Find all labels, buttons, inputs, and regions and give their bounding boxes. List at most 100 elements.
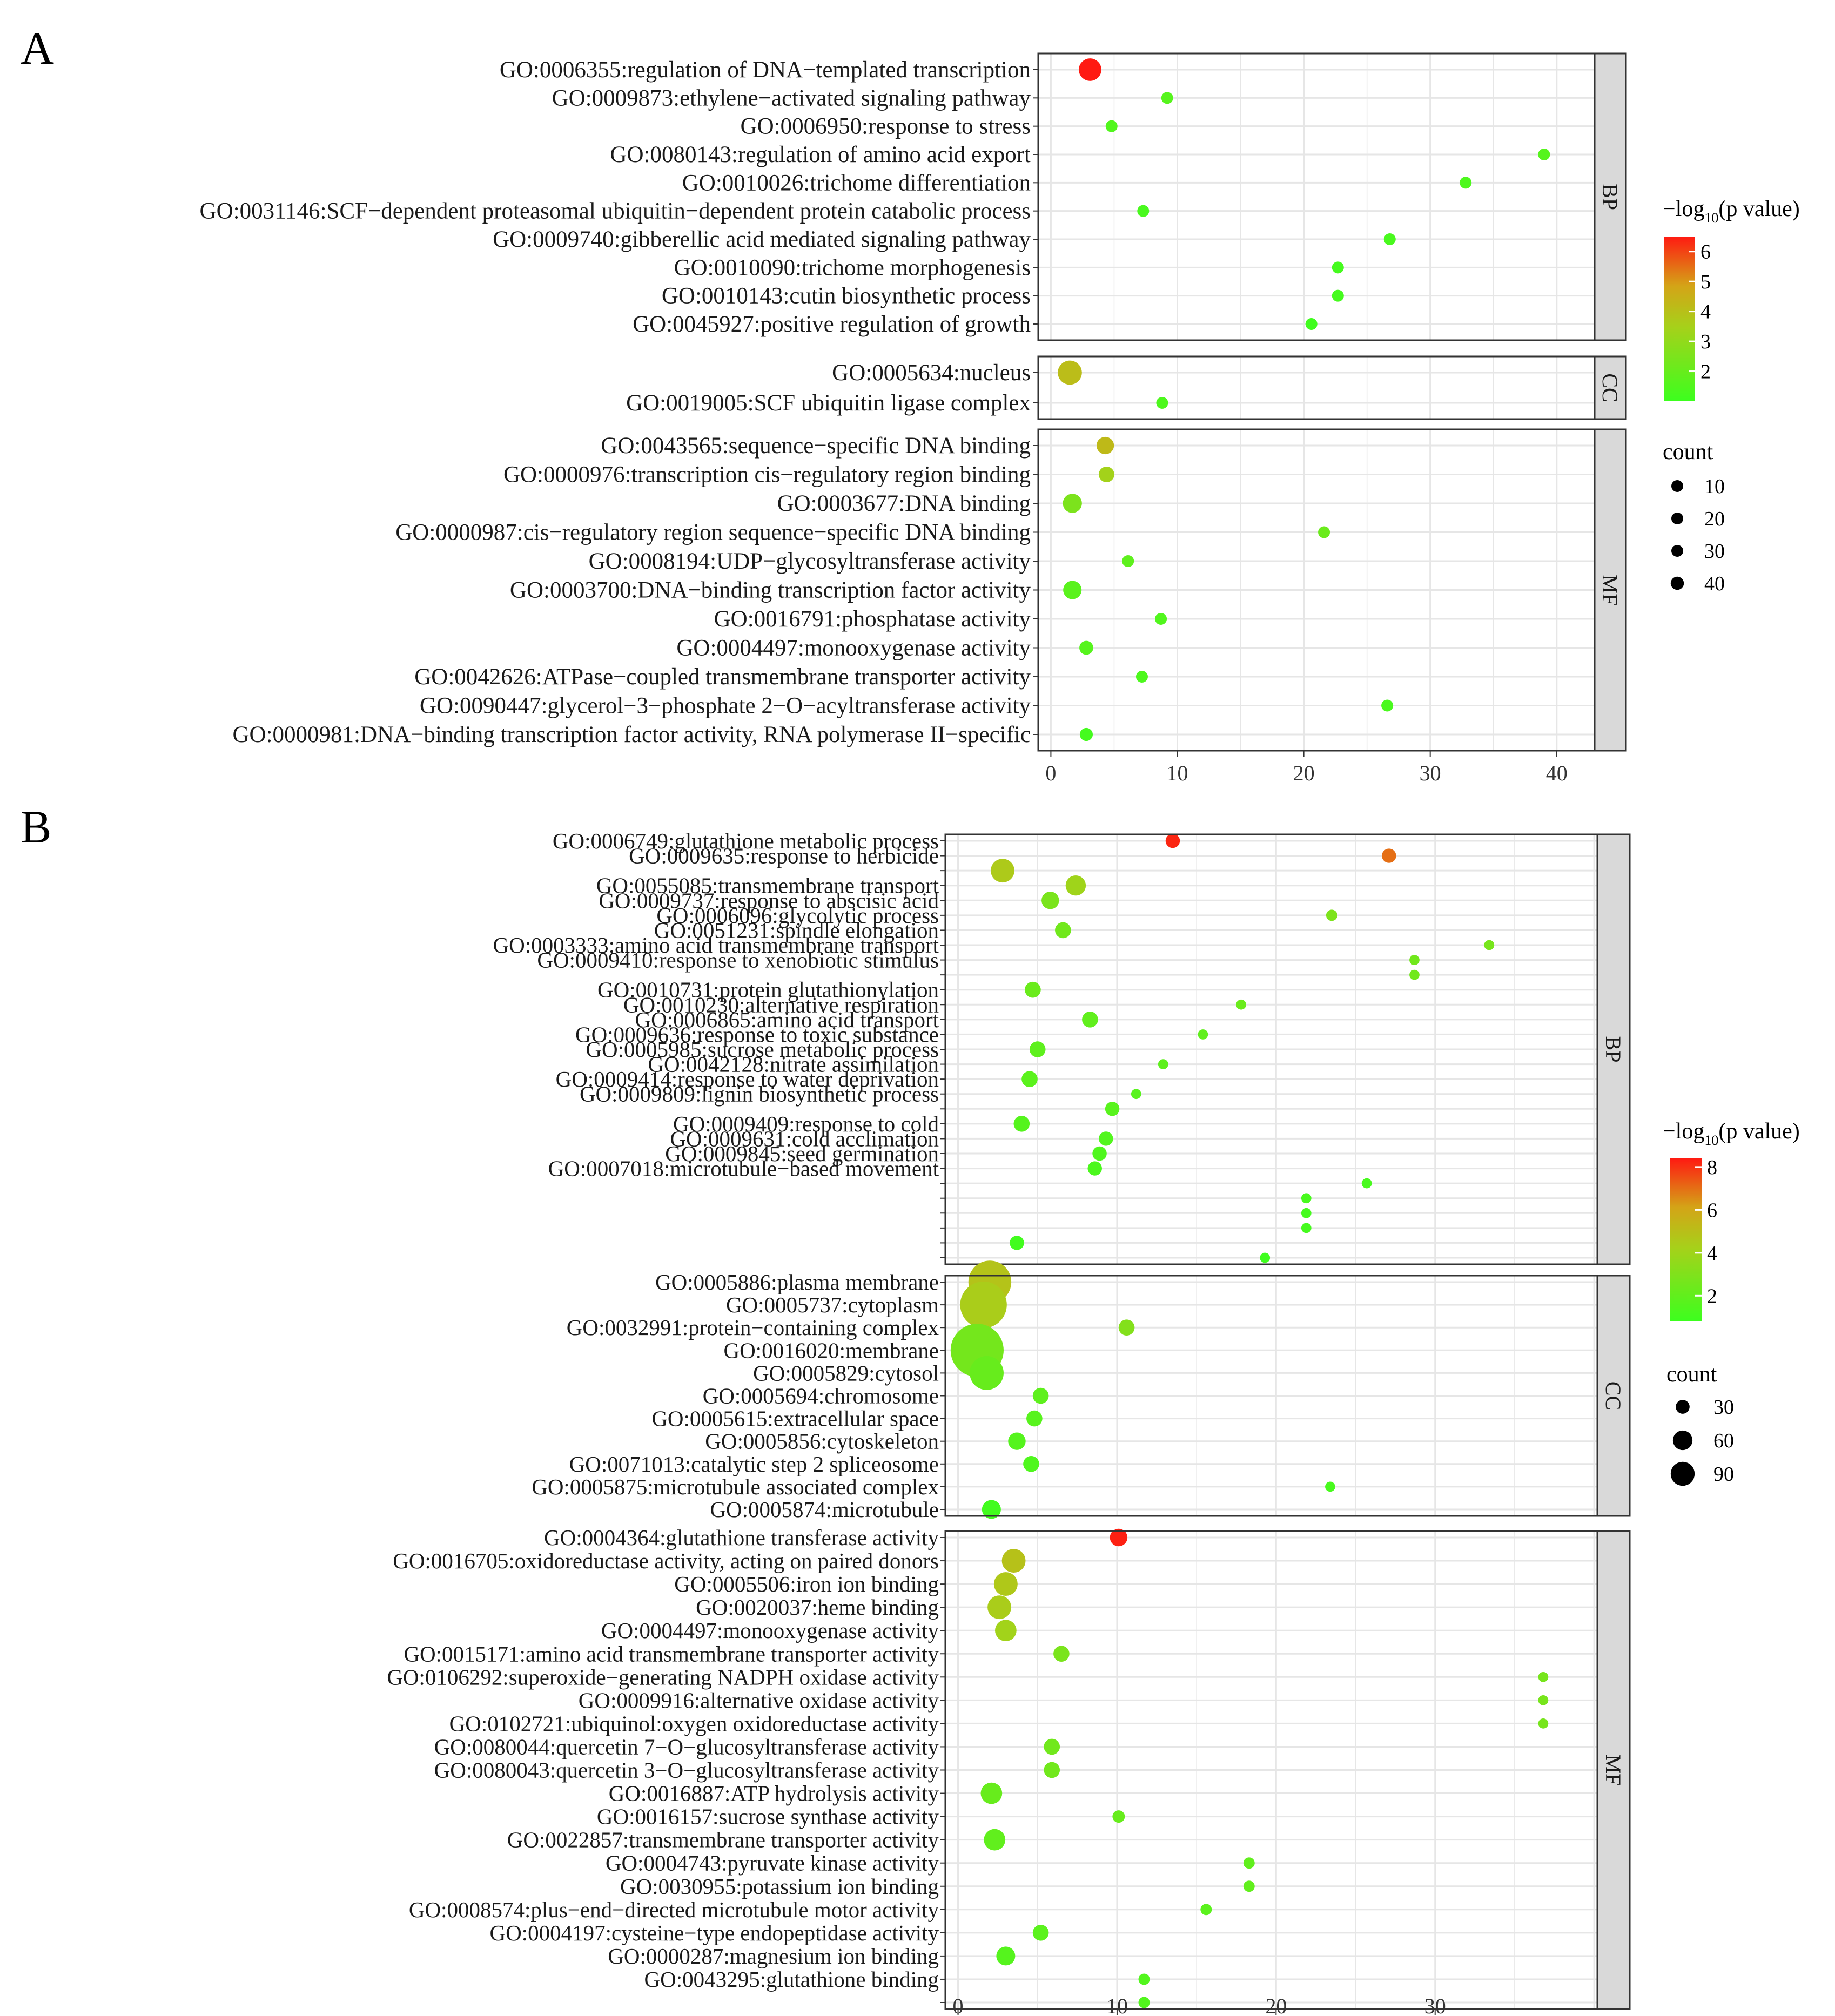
legend-b: −log10(p value) 8 6 4 2 count 30 60 90 — [1663, 1119, 1800, 1486]
data-point — [993, 1572, 1018, 1596]
data-point — [1318, 526, 1330, 538]
data-point — [1092, 1146, 1107, 1161]
data-point — [1026, 1410, 1043, 1427]
colorbar-tick-label: 5 — [1700, 271, 1711, 293]
size-legend-label: 60 — [1713, 1430, 1734, 1452]
data-point — [1156, 397, 1168, 409]
go-term-label: GO:0016157:sucrose synthase activity — [597, 1804, 939, 1829]
go-term-label: GO:0005694:chromosome — [703, 1384, 939, 1408]
data-point — [1063, 494, 1082, 513]
go-term-label: GO:0009809:lignin biosynthetic process — [580, 1082, 939, 1107]
facet-bp: GO:0006355:regulation of DNA−templated t… — [200, 52, 1627, 341]
x-tick-label: 10 — [1106, 1994, 1128, 2016]
go-term-label: GO:0045927:positive regulation of growth — [633, 312, 1031, 337]
go-term-label: GO:0005506:iron ion binding — [674, 1572, 939, 1596]
go-term-label: GO:0000976:transcription cis−regulatory … — [503, 462, 1031, 488]
colorbar-tick-label: 4 — [1707, 1242, 1717, 1265]
data-point — [1044, 1738, 1060, 1755]
data-point — [1001, 1549, 1026, 1573]
data-point — [1065, 875, 1086, 896]
data-point — [1041, 892, 1059, 909]
x-tick-label: 10 — [1167, 761, 1188, 785]
go-term-label: GO:0003700:DNA−binding transcription fac… — [510, 578, 1031, 603]
go-term-label: GO:0102721:ubiquinol:oxygen oxidoreducta… — [449, 1711, 939, 1736]
data-point — [1131, 1089, 1141, 1100]
data-point — [1079, 640, 1093, 655]
data-point — [1165, 833, 1180, 848]
go-term-label: GO:0009740:gibberellic acid mediated sig… — [493, 227, 1031, 252]
go-term-label: GO:0010731:protein glutathionylation — [597, 977, 939, 1002]
size-legend-dot — [1676, 1400, 1690, 1414]
data-point — [1301, 1208, 1312, 1218]
go-term-label: GO:0006950:response to stress — [741, 114, 1031, 139]
facet-mf: GO:0004364:glutathione transferase activ… — [387, 1525, 1631, 2010]
data-point — [980, 1782, 1003, 1804]
go-term-label: GO:0016791:phosphatase activity — [714, 606, 1031, 632]
go-term-label: GO:0004364:glutathione transferase activ… — [544, 1525, 939, 1550]
go-term-label: GO:0003333:amino acid transmembrane tran… — [493, 933, 939, 958]
go-term-label: GO:0007018:microtubule−based movement — [548, 1156, 939, 1181]
go-term-label: GO:0010230:alternative respiration — [623, 992, 939, 1017]
go-term-label: GO:0005634:nucleus — [832, 360, 1031, 386]
go-term-label: GO:0005856:cytoskeleton — [705, 1429, 939, 1454]
go-term-label: GO:0009635:response to herbicide — [629, 844, 939, 868]
data-point — [1382, 848, 1396, 863]
data-point — [1118, 1319, 1135, 1336]
facet-cc: GO:0005886:plasma membraneGO:0005737:cyt… — [532, 1260, 1631, 1522]
go-term-label: GO:0009845:seed germination — [665, 1141, 939, 1166]
go-term-label: GO:0055085:transmembrane transport — [596, 873, 939, 898]
data-point — [1236, 999, 1246, 1010]
data-point — [1105, 120, 1118, 132]
size-legend-dot — [1671, 545, 1683, 557]
go-term-label: GO:0005875:microtubule associated comple… — [532, 1474, 939, 1499]
panel-a-plot: GO:0006355:regulation of DNA−templated t… — [200, 52, 1627, 785]
data-point — [970, 1356, 1004, 1390]
legend-b-colorbar — [1670, 1158, 1702, 1321]
go-term-label: GO:0016020:membrane — [723, 1338, 939, 1363]
data-point — [1029, 1041, 1046, 1057]
x-axis: 0 10 20 30 40 — [1045, 751, 1568, 785]
data-point — [1158, 1059, 1168, 1069]
data-point — [1409, 969, 1420, 980]
data-point — [1098, 467, 1114, 482]
legend-a: −log10(p value) 6 5 4 3 2 count 10 20 30 40 — [1663, 197, 1800, 595]
data-point — [1112, 1810, 1125, 1823]
data-point — [1025, 981, 1041, 998]
size-legend-dot — [1672, 1430, 1693, 1451]
go-term-label: GO:0004743:pyruvate kinase activity — [606, 1851, 939, 1876]
go-term-label: GO:0006749:glutathione metabolic process — [553, 828, 939, 853]
data-point — [1484, 940, 1495, 950]
facet-strip — [1596, 1275, 1631, 1517]
facet-strip — [1594, 428, 1627, 752]
go-term-label: GO:0009631:cold acclimation — [670, 1126, 939, 1151]
go-term-label: GO:0006096:glycolytic process — [656, 903, 939, 928]
facet-mf: GO:0043565:sequence−specific DNA binding… — [232, 428, 1627, 752]
go-term-label: GO:0030955:potassium ion binding — [620, 1874, 939, 1899]
go-term-label: GO:0043295:glutathione binding — [644, 1967, 939, 1992]
go-term-label: GO:0009737:response to abscisic acid — [599, 888, 939, 913]
go-term-label: GO:0006865:amino acid transport — [635, 1007, 939, 1032]
go-term-label: GO:0010143:cutin biosynthetic process — [662, 284, 1031, 309]
facet-strip — [1594, 52, 1627, 341]
data-point — [1361, 1178, 1372, 1189]
go-term-label: GO:0016705:oxidoreductase activity, acti… — [393, 1548, 939, 1573]
data-point — [1326, 909, 1337, 921]
go-term-label: GO:0005874:microtubule — [710, 1497, 939, 1522]
legend-a-colorbar — [1664, 237, 1695, 401]
data-point — [1122, 555, 1134, 567]
go-term-label: GO:0003677:DNA binding — [777, 491, 1031, 516]
go-term-label: GO:0006355:regulation of DNA−templated t… — [500, 57, 1031, 83]
go-term-label: GO:0005985:sucrose metabolic process — [586, 1037, 939, 1062]
data-point — [984, 1829, 1006, 1851]
colorbar-tick-label: 2 — [1707, 1285, 1717, 1307]
go-term-label: GO:0080043:quercetin 3−O−glucosyltransfe… — [434, 1758, 939, 1783]
size-legend-label: 10 — [1704, 475, 1725, 498]
go-term-label: GO:0009636:response to toxic substance — [575, 1022, 939, 1047]
data-point — [1161, 92, 1173, 104]
go-term-label: GO:0008574:plus−end−directed microtubule… — [409, 1897, 939, 1922]
data-point — [1332, 289, 1344, 302]
go-term-label: GO:0000981:DNA−binding transcription fac… — [232, 722, 1031, 747]
go-term-label: GO:0071013:catalytic step 2 spliceosome — [569, 1452, 939, 1476]
data-point — [991, 859, 1014, 883]
go-term-label: GO:0000287:magnesium ion binding — [608, 1944, 939, 1968]
